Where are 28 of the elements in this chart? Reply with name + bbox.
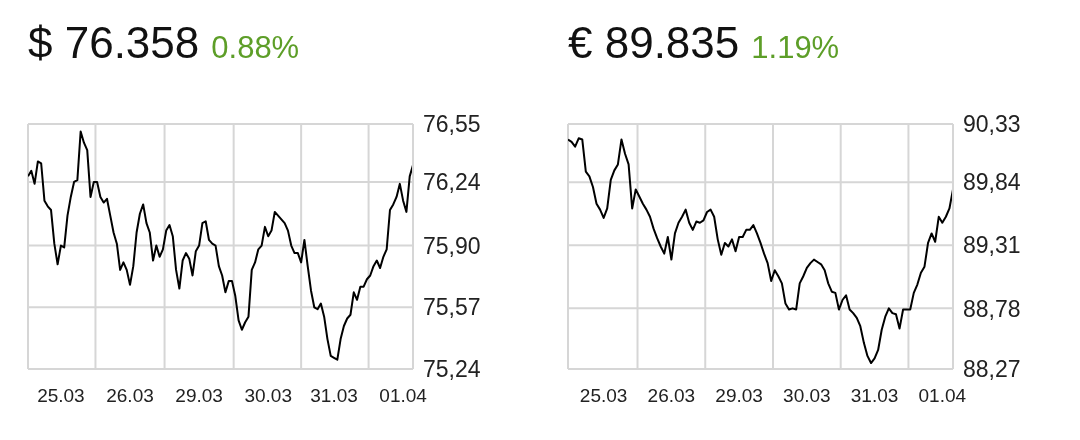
x-tick-label: 29.03 bbox=[175, 385, 223, 407]
x-tick-label: 31.03 bbox=[310, 385, 358, 407]
x-tick-label: 25.03 bbox=[37, 385, 85, 407]
y-tick-label: 75,57 bbox=[423, 294, 481, 321]
line-series bbox=[28, 130, 413, 361]
y-tick-label: 75,90 bbox=[423, 232, 481, 259]
line-series bbox=[568, 137, 953, 365]
y-tick-label: 76,55 bbox=[423, 111, 481, 138]
y-tick-label: 76,24 bbox=[423, 169, 481, 196]
chart-title: $ 76.358 bbox=[28, 18, 200, 67]
y-tick-label: 88,78 bbox=[963, 295, 1021, 322]
x-tick-label: 29.03 bbox=[715, 385, 763, 407]
x-tick-label: 31.03 bbox=[850, 385, 899, 407]
y-tick-label: 75,24 bbox=[423, 356, 481, 383]
chart-subtitle: 0.88% bbox=[211, 30, 300, 65]
x-tick-label: 25.03 bbox=[579, 385, 628, 407]
y-tick-label: 88,27 bbox=[963, 356, 1021, 383]
y-tick-label: 89,84 bbox=[963, 169, 1021, 196]
chart-title: € 89.835 bbox=[568, 18, 740, 67]
y-tick-label: 89,31 bbox=[963, 232, 1021, 259]
chart-subtitle: 1.19% bbox=[751, 30, 840, 65]
x-tick-label: 26.03 bbox=[106, 385, 154, 407]
x-tick-label: 30.03 bbox=[244, 385, 292, 407]
x-tick-label: 01.04 bbox=[379, 385, 428, 407]
x-tick-label: 26.03 bbox=[647, 385, 696, 407]
x-tick-label: 30.03 bbox=[783, 385, 831, 407]
y-tick-label: 90,33 bbox=[963, 111, 1021, 138]
x-tick-label: 01.04 bbox=[918, 385, 967, 407]
